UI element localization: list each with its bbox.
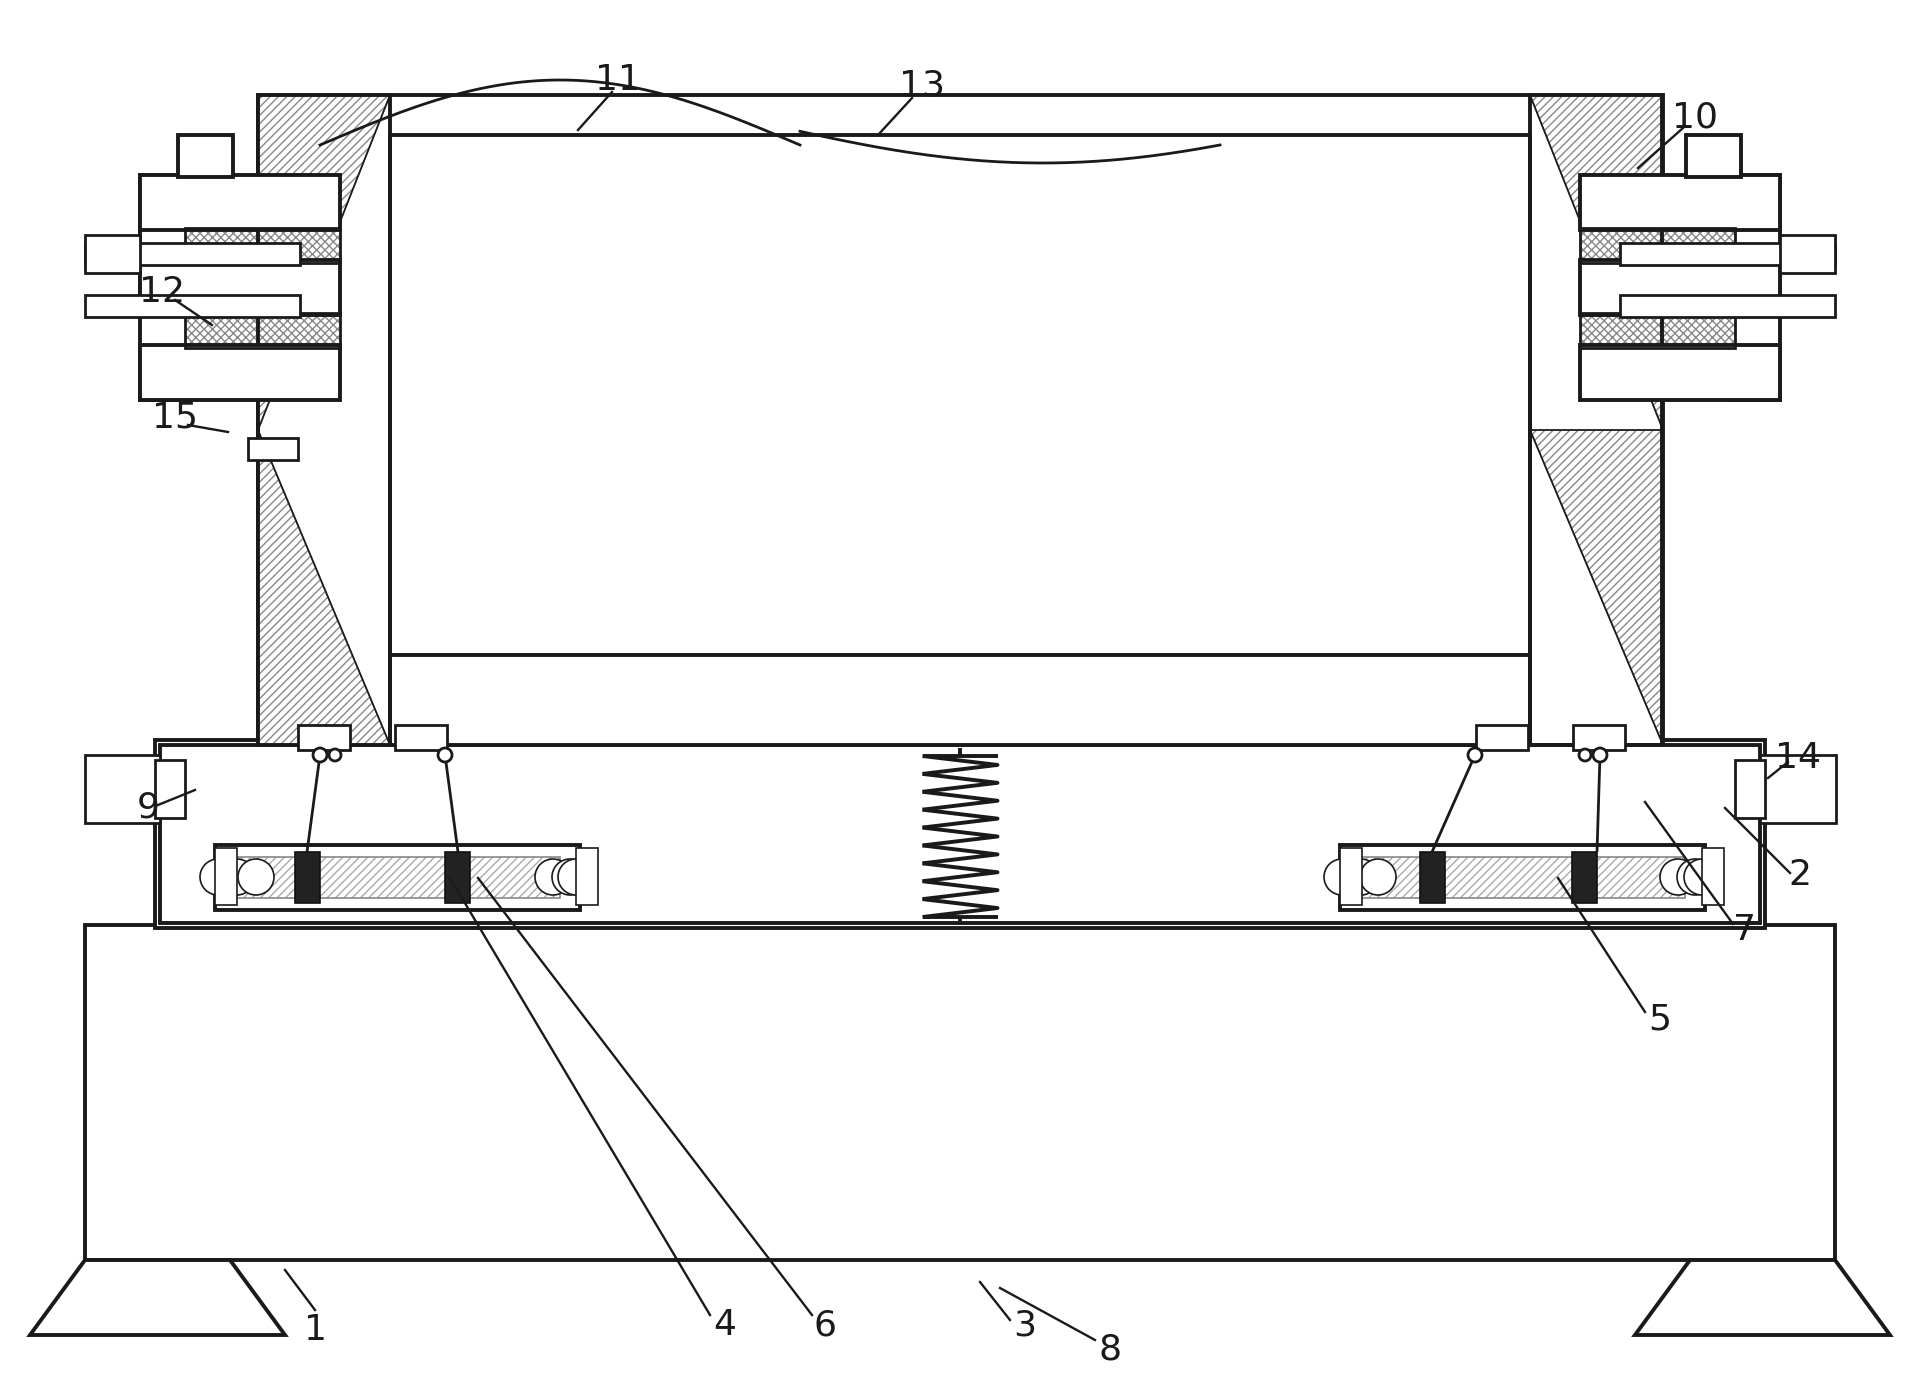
Bar [257,95,390,745]
Bar [1579,228,1735,263]
Circle shape [1593,748,1608,762]
Bar [446,853,471,903]
Bar [215,846,580,910]
Circle shape [551,860,588,895]
Circle shape [536,860,571,895]
Polygon shape [257,430,390,745]
Bar [1579,314,1735,349]
Bar [1573,725,1625,750]
Bar [184,228,340,263]
Bar [140,344,340,400]
Bar [140,260,340,315]
Text: 12: 12 [138,274,184,309]
Circle shape [200,860,236,895]
Text: 11: 11 [596,63,642,97]
Bar [1529,95,1662,745]
Bar [1579,344,1781,400]
Polygon shape [1529,95,1664,430]
Circle shape [1324,860,1360,895]
Circle shape [219,860,255,895]
Bar [85,925,1835,1260]
Bar [156,741,1765,928]
Text: 8: 8 [1099,1333,1122,1366]
Bar [1781,235,1835,273]
Circle shape [1685,860,1719,895]
Bar [159,745,1760,923]
Circle shape [1660,860,1696,895]
Bar [159,745,1760,923]
Bar [1571,853,1596,903]
Bar [1475,725,1527,750]
Bar [1579,260,1781,315]
Bar [576,848,597,904]
Circle shape [1360,860,1397,895]
Circle shape [557,860,594,895]
Circle shape [328,749,342,762]
Circle shape [1468,748,1481,762]
Polygon shape [1635,1260,1890,1336]
Circle shape [1579,749,1591,762]
Bar [257,95,1664,745]
Bar [184,314,340,349]
Text: 15: 15 [152,400,198,435]
Text: 9: 9 [136,791,159,825]
Bar [1619,244,1835,265]
Bar [248,438,298,461]
Text: 6: 6 [813,1308,836,1343]
Text: 14: 14 [1775,741,1821,776]
Bar [1360,857,1685,897]
Text: 2: 2 [1788,858,1812,892]
Bar [1579,175,1781,230]
Text: 1: 1 [304,1313,327,1347]
Bar [234,857,561,897]
Text: 4: 4 [713,1308,736,1343]
Bar [85,244,300,265]
Bar [1702,848,1723,904]
Bar [1735,760,1765,818]
Bar [156,760,184,818]
Bar [85,295,300,316]
Bar [298,725,350,750]
Bar [184,314,340,349]
Text: 5: 5 [1648,1002,1671,1037]
Text: 13: 13 [899,69,945,102]
Bar [1579,314,1735,349]
Circle shape [1677,860,1714,895]
Circle shape [238,860,275,895]
Polygon shape [31,1260,284,1336]
Bar [296,853,321,903]
Text: 10: 10 [1671,101,1717,134]
Bar [1360,857,1685,897]
Bar [390,134,1529,655]
Bar [1687,134,1740,176]
Bar [179,134,232,176]
Bar [215,848,236,904]
Bar [140,175,190,400]
Bar [1731,175,1781,400]
Bar [396,725,448,750]
Bar [1760,755,1836,823]
Bar [85,755,159,823]
Polygon shape [257,95,390,430]
Bar [184,228,340,263]
Polygon shape [1529,430,1664,745]
Bar [1420,853,1445,903]
Circle shape [313,748,327,762]
Text: 7: 7 [1733,913,1756,946]
Circle shape [438,748,451,762]
Bar [1341,848,1362,904]
Bar [1619,295,1835,316]
Bar [85,235,140,273]
Text: 3: 3 [1014,1308,1037,1343]
Bar [1341,846,1706,910]
Circle shape [1343,860,1379,895]
Bar [390,655,1529,745]
Bar [234,857,561,897]
Bar [140,175,340,230]
Bar [1579,228,1735,263]
